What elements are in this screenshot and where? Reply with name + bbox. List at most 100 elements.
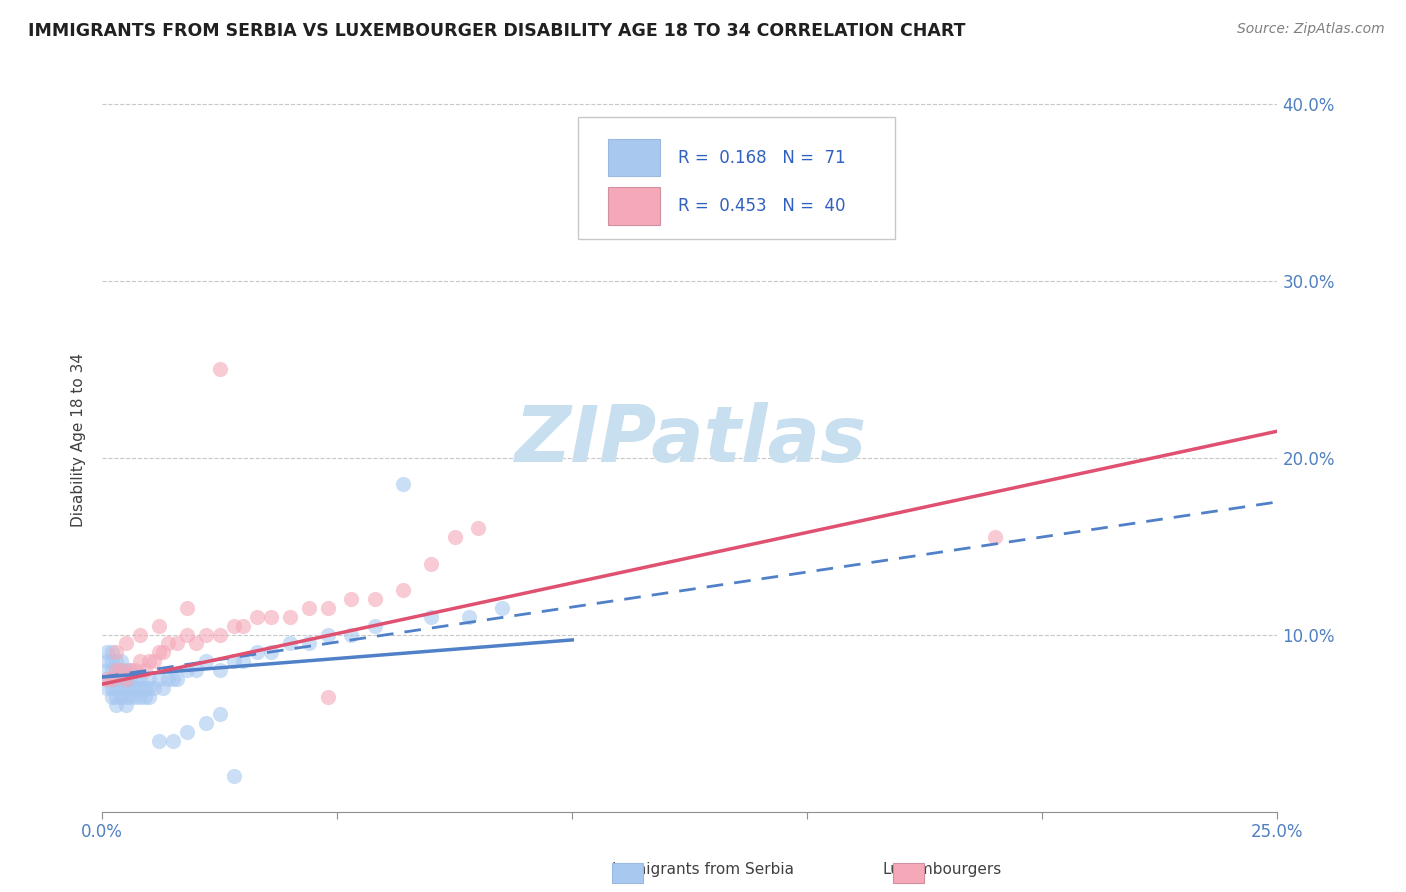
Point (96, 663, 118, 677)
Point (110, 672, 132, 686)
Point (138, 681, 160, 695)
Point (128, 627, 150, 641)
FancyBboxPatch shape (607, 187, 661, 225)
FancyBboxPatch shape (578, 117, 896, 239)
Text: ZIPatlas: ZIPatlas (513, 402, 866, 478)
Point (246, 610, 269, 624)
Point (124, 681, 146, 695)
Point (96, 681, 118, 695)
Point (148, 672, 170, 686)
Point (114, 672, 136, 686)
Point (260, 645, 283, 659)
Point (157, 636, 180, 650)
Point (194, 627, 217, 641)
Text: Source: ZipAtlas.com: Source: ZipAtlas.com (1237, 22, 1385, 37)
Point (128, 654, 150, 668)
Point (138, 690, 160, 704)
Point (457, 610, 479, 624)
Point (128, 672, 150, 686)
Point (100, 645, 122, 659)
Point (105, 645, 128, 659)
Point (246, 645, 269, 659)
Point (105, 690, 128, 704)
Text: IMMIGRANTS FROM SERBIA VS LUXEMBOURGER DISABILITY AGE 18 TO 34 CORRELATION CHART: IMMIGRANTS FROM SERBIA VS LUXEMBOURGER D… (28, 22, 966, 40)
Point (232, 619, 254, 633)
Point (124, 663, 146, 677)
Point (96, 672, 118, 686)
Point (114, 663, 136, 677)
Point (316, 690, 339, 704)
Point (114, 681, 136, 695)
Point (186, 663, 208, 677)
Point (96, 672, 118, 686)
Point (100, 681, 122, 695)
Point (142, 681, 165, 695)
FancyBboxPatch shape (607, 139, 661, 177)
Point (298, 601, 321, 615)
Point (105, 663, 128, 677)
Point (222, 654, 245, 668)
Point (96, 654, 118, 668)
Point (443, 530, 465, 544)
Point (232, 654, 254, 668)
Point (392, 583, 415, 598)
Point (138, 654, 160, 668)
Point (392, 477, 415, 491)
Text: Luxembourgers: Luxembourgers (883, 863, 1001, 877)
Text: R =  0.453   N =  40: R = 0.453 N = 40 (678, 197, 845, 215)
Point (176, 663, 198, 677)
Point (152, 681, 174, 695)
Point (105, 672, 128, 686)
Point (114, 698, 136, 713)
Point (114, 672, 136, 686)
Point (100, 672, 122, 686)
Point (222, 769, 245, 783)
Point (128, 681, 150, 695)
Point (120, 663, 142, 677)
Point (105, 663, 128, 677)
Point (208, 627, 231, 641)
Point (114, 636, 136, 650)
Point (134, 690, 156, 704)
Point (124, 690, 146, 704)
Point (138, 672, 160, 686)
Point (166, 672, 188, 686)
Point (176, 627, 198, 641)
Point (120, 690, 142, 704)
Point (420, 557, 443, 571)
Point (298, 636, 321, 650)
Point (340, 627, 363, 641)
Point (100, 690, 122, 704)
Point (105, 698, 128, 713)
Point (157, 672, 180, 686)
Point (278, 636, 301, 650)
Point (194, 654, 217, 668)
Point (984, 530, 1007, 544)
Point (96, 645, 118, 659)
Text: Immigrants from Serbia: Immigrants from Serbia (612, 863, 794, 877)
Point (142, 654, 165, 668)
Point (278, 610, 301, 624)
Point (152, 645, 174, 659)
Point (162, 672, 184, 686)
Point (491, 601, 513, 615)
Point (124, 672, 146, 686)
Point (100, 654, 122, 668)
Point (110, 663, 132, 677)
Y-axis label: Disability Age 18 to 34: Disability Age 18 to 34 (72, 353, 86, 527)
Text: R =  0.168   N =  71: R = 0.168 N = 71 (678, 149, 845, 167)
Point (176, 725, 198, 739)
Point (467, 521, 489, 535)
Point (364, 619, 387, 633)
Point (208, 663, 231, 677)
Point (110, 663, 132, 677)
Point (364, 592, 387, 607)
Point (148, 645, 170, 659)
Point (105, 654, 128, 668)
Point (316, 601, 339, 615)
Point (194, 716, 217, 731)
Point (134, 681, 156, 695)
Point (100, 663, 122, 677)
Point (114, 690, 136, 704)
Point (176, 601, 198, 615)
